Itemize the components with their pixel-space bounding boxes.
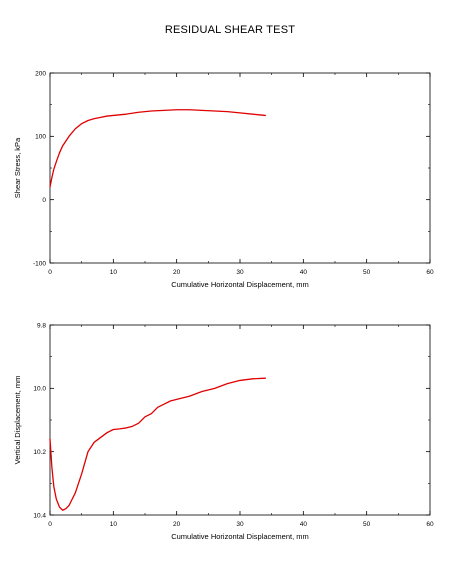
chart2-x-tick-label: 50 bbox=[363, 521, 371, 528]
chart1-y-tick-label: 0 bbox=[42, 197, 46, 204]
chart2-y-axis-label: Vertical Displacement, mm bbox=[13, 376, 22, 465]
chart1-x-tick-label: 50 bbox=[363, 269, 371, 276]
chart1-y-tick-label: 100 bbox=[35, 134, 46, 141]
chart1-x-axis-label: Cumulative Horizontal Displacement, mm bbox=[171, 280, 309, 289]
chart1-y-tick-label: 200 bbox=[35, 70, 46, 77]
chart1-x-tick-label: 30 bbox=[236, 269, 244, 276]
chart2-y-tick-label: 10.0 bbox=[33, 386, 46, 393]
chart1-plot-frame bbox=[49, 72, 431, 264]
chart2-x-tick-label: 10 bbox=[110, 521, 118, 528]
chart2-x-axis-label: Cumulative Horizontal Displacement, mm bbox=[171, 532, 309, 541]
chart2-x-tick-label: 20 bbox=[173, 521, 181, 528]
chart1-x-tick-label: 0 bbox=[48, 269, 52, 276]
chart2-x-tick-label: 30 bbox=[236, 521, 244, 528]
chart2-x-tick-label: 0 bbox=[48, 521, 52, 528]
chart2-x-tick-label: 40 bbox=[300, 521, 308, 528]
chart1-y-tick-label: -100 bbox=[33, 260, 46, 267]
chart2-y-tick-label: 10.4 bbox=[33, 512, 46, 519]
chart1-x-tick-label: 60 bbox=[426, 269, 434, 276]
chart2-y-tick-label: 10.2 bbox=[33, 449, 46, 456]
chart2-y-tick-label: 9.8 bbox=[37, 322, 46, 329]
chart1-x-tick-label: 20 bbox=[173, 269, 181, 276]
chart2-series-line bbox=[49, 377, 266, 511]
chart1-series-line bbox=[49, 109, 266, 188]
chart1-x-tick-label: 10 bbox=[110, 269, 118, 276]
chart2-plot-frame bbox=[49, 324, 431, 516]
page-title: RESIDUAL SHEAR TEST bbox=[164, 24, 296, 36]
chart1-y-axis-label: Shear Stress, kPa bbox=[13, 137, 22, 198]
chart2-x-tick-label: 60 bbox=[426, 521, 434, 528]
chart1-x-tick-label: 40 bbox=[300, 269, 308, 276]
